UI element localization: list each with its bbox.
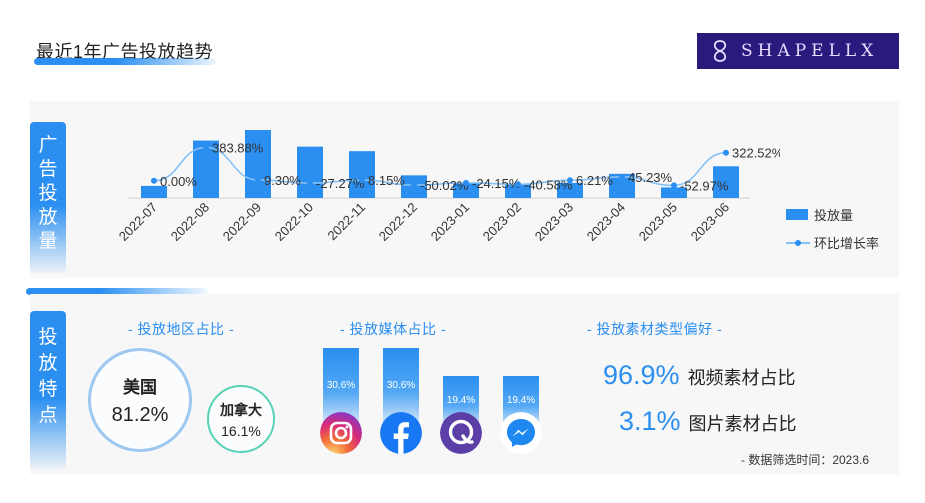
legend-item-volume: 投放量 (786, 205, 853, 224)
x-tick-label: 2022-09 (220, 200, 264, 244)
growth-rate-point (723, 149, 729, 156)
growth-rate-point (567, 177, 573, 184)
growth-rate-point (255, 176, 261, 183)
growth-rate-line (153, 146, 727, 187)
region-ca-circle: 加拿大 16.1% (207, 385, 275, 453)
logo-mark-icon (713, 40, 727, 62)
data-date-footnote: - 数据筛选时间：2023.6 (741, 453, 870, 467)
material-title: - 投放素材类型偏好 - (587, 321, 723, 337)
side-label-features: 投 放 特 点 (30, 311, 66, 469)
material-image-value: 3.1% (619, 406, 681, 436)
growth-rate-point (411, 182, 417, 189)
volume-bar (141, 185, 167, 198)
growth-rate-label: 383.88% (212, 140, 264, 155)
x-tick-label: 2023-04 (584, 200, 628, 244)
material-video-stat: 96.9% 视频素材占比 (603, 360, 796, 391)
volume-bar (297, 146, 323, 198)
x-tick-label: 2023-03 (532, 200, 576, 244)
volume-bar (505, 184, 531, 198)
logo-text: SHAPELLX (741, 41, 879, 61)
x-tick-label: 2022-11 (324, 200, 368, 244)
media-title: - 投放媒体占比 - (340, 321, 447, 337)
growth-rate-label: 0.00% (160, 174, 197, 189)
region-value: 81.2% (111, 404, 169, 426)
ads-combo-chart: 2022-07 2022-08 2022-09 2022-10 2022-11 2022-… (116, 130, 780, 244)
messenger-icon (500, 412, 542, 454)
growth-rate-point (515, 181, 521, 188)
x-tick-label: 2023-05 (636, 200, 680, 244)
growth-rate-point (671, 182, 677, 189)
side-label-ads: 广 告 投 放 量 (30, 122, 66, 273)
growth-rate-label: -24.15% (472, 176, 521, 191)
x-tick-label: 2022-10 (272, 200, 316, 244)
region-value: 16.1% (221, 422, 261, 439)
region-title: - 投放地区占比 - (128, 321, 235, 337)
section-bar-features (26, 288, 208, 295)
volume-bar (245, 130, 271, 198)
growth-rate-label: 9.30% (264, 173, 301, 188)
material-image-stat: 3.1% 图片素材占比 (619, 406, 797, 437)
legend-item-growth: 环比增长率 (786, 233, 879, 252)
growth-rate-label: -52.97% (680, 178, 729, 193)
facebook-icon (380, 412, 422, 454)
volume-bar (713, 166, 739, 198)
x-tick-label: 2022-07 (116, 200, 160, 244)
legend-line-swatch (786, 239, 810, 246)
growth-rate-label: -50.02% (420, 178, 469, 193)
material-video-label: 视频素材占比 (687, 368, 796, 388)
side-label-char: 特 (38, 379, 58, 400)
side-label-char: 投 (38, 327, 58, 348)
growth-rate-label: 322.52% (732, 146, 780, 161)
media-share-label: 19.4% (446, 395, 476, 406)
side-label-char: 放 (38, 207, 58, 228)
x-tick-label: 2022-12 (376, 200, 420, 244)
growth-rate-label: 45.23% (628, 170, 673, 185)
x-tick-label: 2022-08 (168, 200, 212, 244)
x-tick-label: 2023-06 (688, 200, 732, 244)
growth-rate-point (203, 144, 209, 151)
legend-label: 投放量 (814, 208, 854, 223)
volume-bar (661, 187, 687, 198)
volume-bar (349, 151, 375, 198)
instagram-icon (320, 412, 362, 454)
side-label-char: 点 (38, 405, 58, 426)
media-share-label: 19.4% (506, 395, 536, 406)
x-tick-label: 2023-02 (480, 200, 524, 244)
region-name: 加拿大 (220, 401, 262, 418)
page-title: 最近1年广告投放趋势 (36, 42, 214, 62)
side-label-char: 投 (38, 183, 58, 204)
growth-rate-point (359, 177, 365, 184)
region-name: 美国 (123, 378, 157, 397)
media-share-label: 30.6% (326, 380, 356, 391)
growth-rate-point (619, 173, 625, 180)
growth-rate-label: -27.27% (316, 176, 365, 191)
legend-label: 环比增长率 (814, 236, 880, 251)
volume-bar (453, 182, 479, 198)
side-label-char: 放 (38, 353, 58, 374)
volume-bar (557, 182, 583, 198)
media-share-label: 30.6% (386, 380, 416, 391)
material-video-value: 96.9% (603, 360, 680, 390)
brand-logo: SHAPELLX (697, 33, 899, 69)
growth-rate-point (151, 177, 157, 184)
growth-rate-label: 8.15% (368, 173, 405, 188)
region-us-circle: 美国 81.2% (88, 348, 192, 452)
material-image-label: 图片素材占比 (688, 414, 797, 434)
growth-rate-point (307, 180, 313, 187)
growth-rate-point (463, 179, 469, 186)
title-underline (34, 58, 216, 65)
x-tick-label: 2023-01 (428, 200, 472, 244)
side-label-char: 告 (38, 159, 58, 180)
growth-rate-label: 6.21% (576, 173, 613, 188)
side-label-char: 量 (38, 231, 58, 252)
growth-rate-label: -40.58% (524, 177, 573, 192)
legend-bar-swatch (786, 209, 808, 220)
side-label-char: 广 (38, 135, 58, 156)
quora-icon (440, 412, 482, 454)
